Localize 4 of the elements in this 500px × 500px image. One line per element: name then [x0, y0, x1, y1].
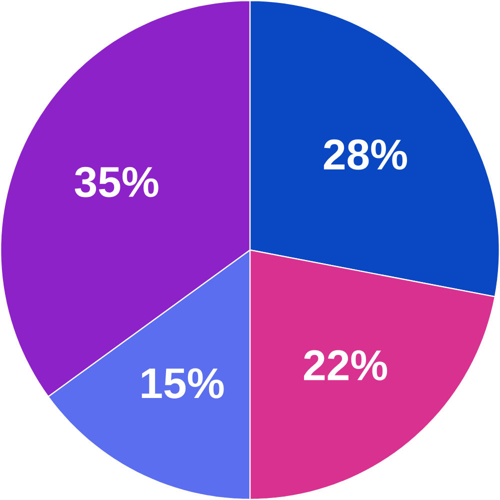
data-label: 28%: [324, 139, 408, 170]
data-label: 35%: [74, 166, 158, 198]
data-label: 15%: [142, 368, 224, 398]
data-label: 22%: [304, 350, 388, 380]
